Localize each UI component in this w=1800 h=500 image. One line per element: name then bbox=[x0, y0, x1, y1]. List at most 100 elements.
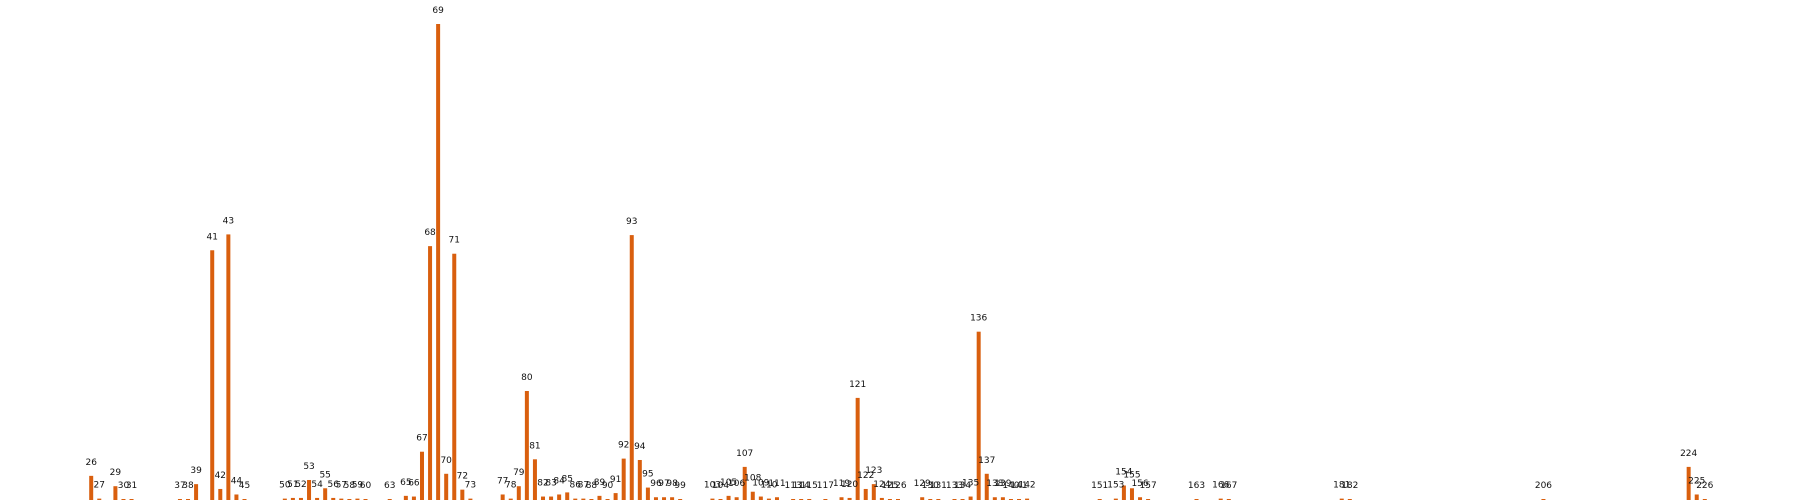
bar-53 bbox=[307, 479, 312, 500]
bar-77 bbox=[500, 494, 505, 500]
bar-label-134: 134 bbox=[954, 481, 971, 491]
bar-label-41: 41 bbox=[206, 232, 217, 242]
bar-label-56: 56 bbox=[328, 480, 340, 490]
bar-label-79: 79 bbox=[513, 468, 525, 478]
bar-95 bbox=[645, 487, 650, 500]
bar-label-59: 59 bbox=[352, 481, 364, 491]
bar-80 bbox=[524, 391, 529, 500]
bar-94 bbox=[637, 459, 642, 500]
bar-103 bbox=[710, 498, 715, 500]
bar-label-121: 121 bbox=[849, 380, 866, 390]
bar-86 bbox=[573, 498, 578, 500]
bar-label-163: 163 bbox=[1188, 481, 1205, 491]
bar-110 bbox=[766, 498, 771, 500]
bar-label-83: 83 bbox=[545, 479, 556, 489]
bar-83 bbox=[549, 496, 554, 500]
bar-120 bbox=[847, 497, 852, 500]
bar-97 bbox=[662, 497, 667, 500]
bar-label-114: 114 bbox=[793, 481, 810, 491]
bar-105 bbox=[726, 495, 731, 500]
bar-136 bbox=[976, 331, 981, 500]
bar-123 bbox=[871, 484, 876, 500]
bar-label-155: 155 bbox=[1123, 470, 1140, 480]
bar-label-31: 31 bbox=[126, 481, 137, 491]
bar-44 bbox=[234, 494, 239, 500]
bar-label-92: 92 bbox=[618, 441, 629, 451]
bar-39 bbox=[194, 484, 199, 500]
bar-27 bbox=[97, 498, 102, 500]
bar-41 bbox=[210, 250, 215, 500]
bar-label-78: 78 bbox=[505, 481, 517, 491]
bar-label-81: 81 bbox=[529, 441, 540, 451]
bar-108 bbox=[750, 491, 755, 500]
bar-label-140: 140 bbox=[1002, 481, 1019, 491]
bar-154 bbox=[1121, 485, 1126, 500]
bar-label-67: 67 bbox=[416, 434, 427, 444]
bar-139 bbox=[1000, 497, 1005, 500]
bar-67 bbox=[419, 451, 424, 500]
bar-label-66: 66 bbox=[408, 479, 420, 489]
bar-label-122: 122 bbox=[857, 471, 874, 481]
bar-label-73: 73 bbox=[465, 481, 476, 491]
bar-72 bbox=[460, 489, 465, 500]
bar-label-39: 39 bbox=[190, 466, 202, 476]
bar-label-130: 130 bbox=[922, 481, 939, 491]
bar-label-87: 87 bbox=[578, 481, 589, 491]
bar-label-94: 94 bbox=[634, 442, 646, 452]
bar-label-111: 111 bbox=[768, 479, 785, 489]
bar-54 bbox=[315, 497, 320, 500]
bar-29 bbox=[113, 486, 118, 500]
bar-label-51: 51 bbox=[287, 480, 298, 490]
bar-label-151: 151 bbox=[1091, 481, 1108, 491]
bar-106 bbox=[734, 497, 739, 500]
bar-label-108: 108 bbox=[744, 474, 761, 484]
bar-label-30: 30 bbox=[118, 481, 130, 491]
bar-51 bbox=[290, 497, 295, 500]
bar-label-129: 129 bbox=[914, 479, 931, 489]
bar-label-138: 138 bbox=[986, 479, 1003, 489]
bars-layer bbox=[89, 24, 1707, 500]
bar-label-55: 55 bbox=[319, 470, 330, 480]
bar-70 bbox=[444, 473, 449, 500]
bar-label-156: 156 bbox=[1131, 479, 1148, 489]
bar-92 bbox=[621, 458, 626, 500]
bar-87 bbox=[581, 498, 586, 500]
bar-label-96: 96 bbox=[650, 479, 662, 489]
bar-85 bbox=[565, 492, 570, 500]
bar-label-181: 181 bbox=[1333, 481, 1350, 491]
bar-label-182: 182 bbox=[1341, 481, 1358, 491]
bar-label-88: 88 bbox=[586, 481, 598, 491]
bar-label-85: 85 bbox=[561, 474, 572, 484]
bar-label-43: 43 bbox=[223, 216, 234, 226]
bar-label-110: 110 bbox=[760, 481, 777, 491]
bar-label-53: 53 bbox=[303, 462, 314, 472]
bar-label-153: 153 bbox=[1107, 481, 1124, 491]
bar-50 bbox=[282, 498, 287, 500]
bar-label-135: 135 bbox=[962, 479, 979, 489]
bar-137 bbox=[984, 473, 989, 500]
bar-label-126: 126 bbox=[889, 481, 906, 491]
bar-109 bbox=[758, 496, 763, 500]
bar-119 bbox=[839, 497, 844, 500]
bar-label-106: 106 bbox=[728, 479, 745, 489]
bar-label-142: 142 bbox=[1018, 481, 1035, 491]
bar-65 bbox=[403, 495, 408, 500]
bar-label-72: 72 bbox=[457, 472, 468, 482]
bar-label-42: 42 bbox=[215, 471, 226, 481]
bar-181 bbox=[1339, 498, 1344, 500]
bar-81 bbox=[532, 459, 537, 500]
bar-label-226: 226 bbox=[1696, 481, 1713, 491]
bar-label-27: 27 bbox=[94, 481, 105, 491]
bar-label-103: 103 bbox=[704, 481, 721, 491]
bar-label-113: 113 bbox=[785, 481, 802, 491]
bar-label-107: 107 bbox=[736, 449, 753, 459]
bar-166 bbox=[1218, 498, 1223, 500]
bar-label-224: 224 bbox=[1680, 449, 1697, 459]
bar-label-69: 69 bbox=[432, 6, 444, 16]
bar-142 bbox=[1025, 498, 1030, 500]
bar-label-125: 125 bbox=[881, 481, 898, 491]
bar-label-54: 54 bbox=[311, 480, 323, 490]
bar-label-167: 167 bbox=[1220, 481, 1237, 491]
